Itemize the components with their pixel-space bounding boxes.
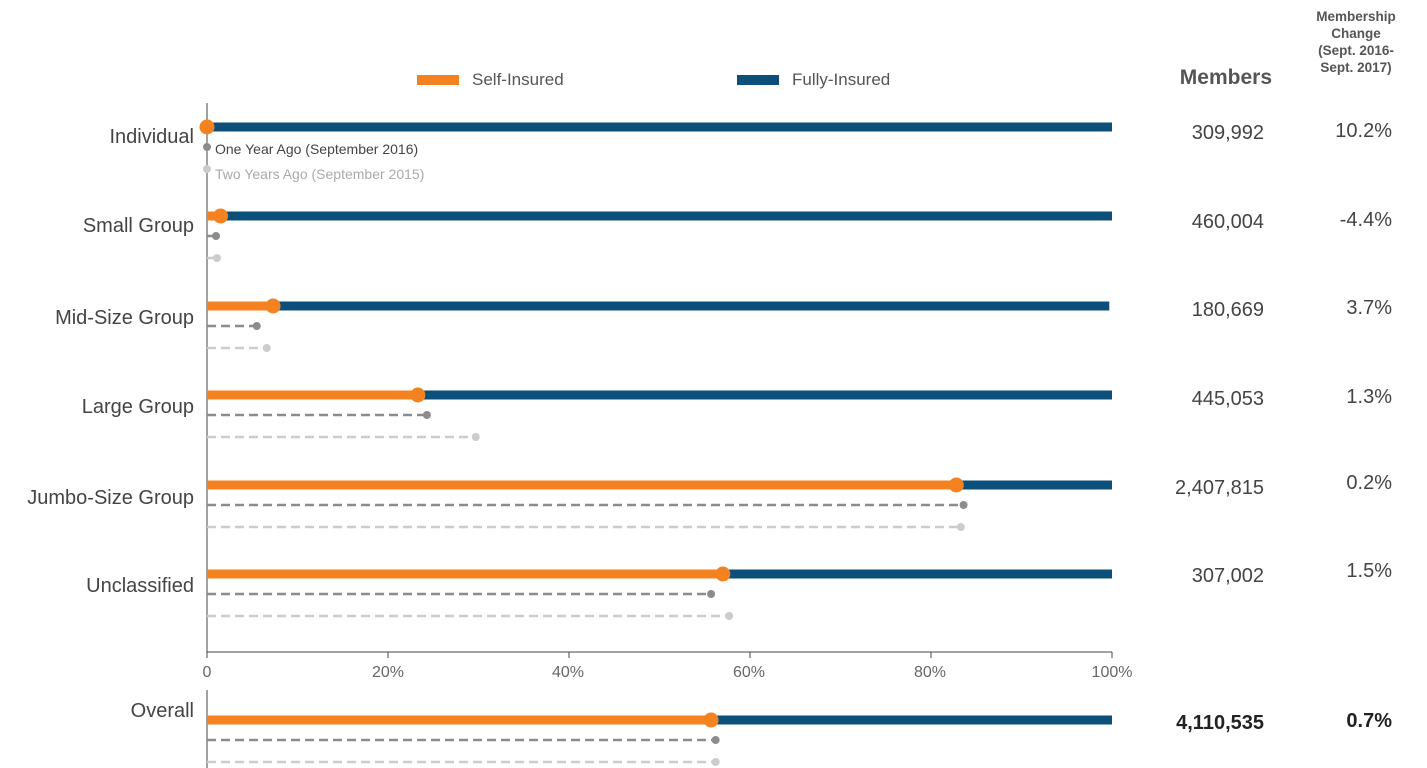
two-years-ago-marker	[725, 612, 734, 620]
x-tick-label: 80%	[913, 664, 947, 681]
one-year-ago-marker	[711, 736, 720, 744]
membership-change-column-header: Membership Change (Sept. 2016- Sept. 201…	[1300, 8, 1412, 76]
membership-change-value-overall: 0.7%	[1346, 710, 1392, 732]
x-tick-label: 60%	[732, 664, 766, 681]
self-insured-marker	[265, 298, 281, 314]
one-year-ago-marker	[252, 322, 261, 330]
self-insured-marker	[948, 477, 964, 493]
legend-label-fully-insured: Fully-Insured	[792, 70, 891, 89]
two-years-ago-marker	[471, 433, 480, 441]
category-label: Unclassified	[86, 575, 194, 597]
members-value: 445,053	[1191, 388, 1264, 410]
members-value: 309,992	[1191, 122, 1264, 144]
members-value: 2,407,815	[1175, 477, 1264, 499]
members-value: 180,669	[1191, 299, 1264, 321]
self-insured-marker	[213, 208, 229, 224]
two-years-ago-marker	[262, 344, 271, 352]
x-tick-label: 100%	[1091, 664, 1133, 681]
category-label: Mid-Size Group	[55, 307, 194, 329]
category-label: Large Group	[81, 396, 194, 418]
membership-change-value: -4.4%	[1339, 209, 1392, 231]
category-label: Individual	[109, 126, 194, 148]
membership-change-value: 3.7%	[1346, 297, 1392, 319]
legend-fully-insured: Fully-Insured	[737, 70, 890, 90]
two-years-ago-marker	[711, 758, 720, 766]
two-years-ago-marker	[212, 254, 221, 262]
category-label: Overall	[130, 700, 194, 722]
x-tick-label: 20%	[371, 664, 405, 681]
members-value: 307,002	[1191, 565, 1264, 587]
self-insured-marker	[703, 712, 719, 728]
self-insured-marker	[199, 119, 215, 135]
membership-change-header-line: Sept. 2017)	[1320, 60, 1392, 75]
members-value: 460,004	[1191, 211, 1264, 233]
self-insured-marker	[715, 566, 731, 582]
one-year-ago-marker	[959, 501, 968, 509]
membership-change-value: 10.2%	[1335, 120, 1392, 142]
membership-change-value: 1.5%	[1346, 560, 1392, 582]
members-column-header: Members	[1179, 66, 1272, 89]
legend-self-insured: Self-Insured	[417, 70, 564, 90]
one-year-ago-marker	[707, 590, 716, 598]
legend-label-self-insured: Self-Insured	[472, 70, 564, 89]
membership-change-value: 1.3%	[1346, 386, 1392, 408]
x-tick-label: 0	[202, 664, 212, 681]
two-years-ago-marker	[203, 165, 211, 173]
members-value-overall: 4,110,535	[1176, 712, 1264, 734]
membership-change-header-line: (Sept. 2016-	[1318, 43, 1394, 58]
legend-swatch-fully-insured	[737, 75, 779, 85]
membership-change-header-line: Change	[1331, 26, 1381, 41]
two-years-ago-marker	[956, 523, 965, 531]
one-year-ago-annotation: One Year Ago (September 2016)	[215, 141, 419, 157]
x-tick-label: 40%	[551, 664, 585, 681]
one-year-ago-marker	[203, 143, 211, 151]
membership-change-header-line: Membership	[1316, 9, 1396, 24]
category-label: Small Group	[82, 215, 194, 237]
legend-swatch-self-insured	[417, 75, 459, 85]
one-year-ago-marker	[422, 411, 431, 419]
membership-change-value: 0.2%	[1346, 472, 1392, 494]
one-year-ago-marker	[212, 232, 221, 240]
two-years-ago-annotation: Two Years Ago (September 2015)	[215, 166, 425, 182]
category-label: Jumbo-Size Group	[27, 487, 194, 509]
self-insured-marker	[410, 387, 426, 403]
